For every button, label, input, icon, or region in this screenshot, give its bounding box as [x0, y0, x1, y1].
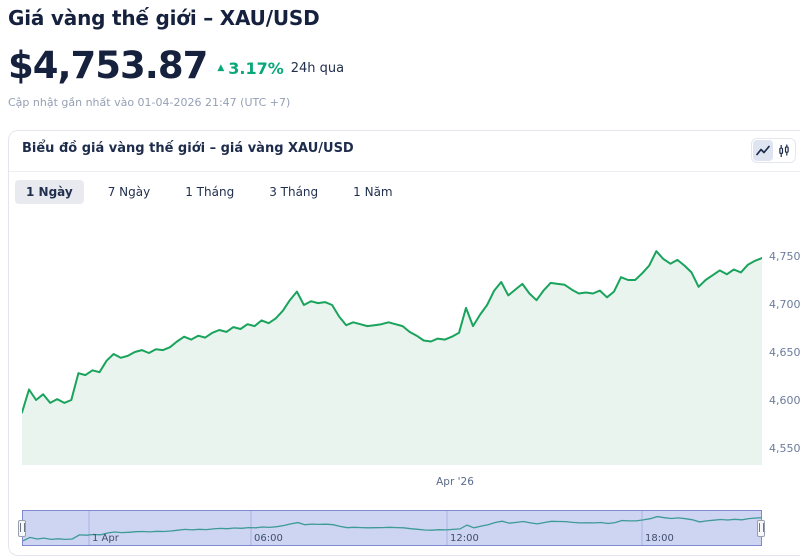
change-period-label: 24h qua	[290, 60, 345, 76]
y-axis-tick-label: 4,700	[769, 298, 800, 311]
range-tabs: 1 Ngày 7 Ngày 1 Tháng 3 Tháng 1 Năm	[15, 180, 404, 204]
current-price: $4,753.87	[8, 44, 208, 87]
page-title: Giá vàng thế giới – XAU/USD	[8, 6, 320, 30]
chart-card-title: Biểu đồ giá vàng thế giới – giá vàng XAU…	[22, 141, 354, 156]
area-fill	[22, 251, 762, 465]
navigator-line	[23, 515, 761, 542]
range-navigator[interactable]	[22, 510, 762, 546]
range-tab[interactable]: 3 Tháng	[258, 180, 329, 204]
range-tab[interactable]: 7 Ngày	[97, 180, 162, 204]
chart-view-toggle	[751, 138, 796, 163]
range-tab[interactable]: 1 Năm	[342, 180, 403, 204]
candlestick-view-button[interactable]	[775, 140, 795, 161]
last-updated-text: Cập nhật gần nhất vào 01-04-2026 21:47 (…	[8, 96, 291, 109]
navigator-svg	[23, 511, 761, 545]
range-tab[interactable]: 1 Ngày	[15, 180, 84, 204]
navigator-tick-label: 06:00	[254, 533, 283, 544]
price-row: $4,753.87 ▲ 3.17% 24h qua	[8, 44, 344, 87]
main-chart-svg	[21, 250, 763, 465]
price-change: ▲ 3.17% 24h qua	[217, 59, 344, 78]
navigator-handle-left[interactable]	[18, 520, 26, 537]
y-axis-tick-label: 4,600	[769, 394, 800, 407]
navigator-handle-right[interactable]	[757, 520, 765, 537]
main-price-chart[interactable]	[21, 240, 763, 474]
candlestick-icon	[779, 144, 789, 157]
change-percent: 3.17%	[228, 58, 284, 78]
y-axis-tick-label: 4,750	[769, 250, 800, 263]
range-tab[interactable]: 1 Tháng	[174, 180, 245, 204]
navigator-tick-label: 18:00	[645, 533, 674, 544]
card-header-divider	[9, 171, 800, 172]
navigator-tick-label: 12:00	[450, 533, 479, 544]
line-chart-icon	[755, 145, 770, 155]
line-chart-view-button[interactable]	[753, 140, 773, 161]
x-axis-label: Apr '26	[436, 476, 474, 488]
navigator-tick-label: 1 Apr	[92, 533, 119, 544]
y-axis-tick-label: 4,650	[769, 346, 800, 359]
price-line	[21, 250, 763, 414]
up-arrow-icon: ▲	[217, 63, 225, 74]
y-axis-tick-label: 4,550	[769, 442, 800, 455]
